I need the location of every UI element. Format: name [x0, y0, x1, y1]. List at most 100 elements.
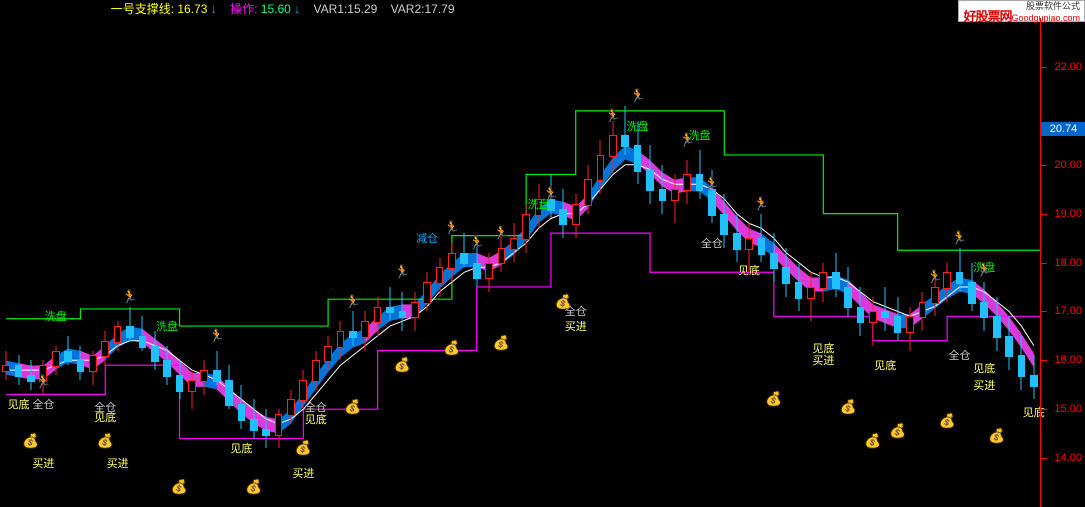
candle [770, 18, 778, 507]
candle [758, 18, 766, 507]
candle [312, 18, 320, 507]
candle [733, 18, 741, 507]
candle [720, 18, 728, 507]
candle [287, 18, 295, 507]
candle [1018, 18, 1026, 507]
candle [745, 18, 753, 507]
candle [77, 18, 85, 507]
candle [708, 18, 716, 507]
support-line-1: 一号支撑线: 16.73 ↓ [111, 0, 217, 18]
candle [522, 18, 530, 507]
candle [894, 18, 902, 507]
candle [597, 18, 605, 507]
candle [15, 18, 23, 507]
candle [2, 18, 10, 507]
ytick: 15.00 [1054, 403, 1082, 415]
candle [510, 18, 518, 507]
candle [324, 18, 332, 507]
candle [881, 18, 889, 507]
candle [399, 18, 407, 507]
candle [956, 18, 964, 507]
candle [584, 18, 592, 507]
candle [39, 18, 47, 507]
candle [114, 18, 122, 507]
candle [559, 18, 567, 507]
candle [646, 18, 654, 507]
candle [1005, 18, 1013, 507]
candle [299, 18, 307, 507]
candle [64, 18, 72, 507]
candle [919, 18, 927, 507]
candle [621, 18, 629, 507]
candle [931, 18, 939, 507]
candle [634, 18, 642, 507]
candle [225, 18, 233, 507]
indicator-name: 压力支撑决策(10) [4, 0, 97, 18]
candle [906, 18, 914, 507]
candle [807, 18, 815, 507]
ytick: 14.00 [1054, 452, 1082, 464]
price-axis: 14.00 15.00 16.00 17.00 18.00 19.00 20.00 22.00… [1040, 18, 1085, 507]
candle [361, 18, 369, 507]
candle [968, 18, 976, 507]
candle [943, 18, 951, 507]
candle [238, 18, 246, 507]
candle [411, 18, 419, 507]
candle [250, 18, 258, 507]
candle [683, 18, 691, 507]
var2: VAR2:17.79 [391, 0, 455, 18]
candle [448, 18, 456, 507]
candle [993, 18, 1001, 507]
candle [1030, 18, 1038, 507]
candle [27, 18, 35, 507]
candle [101, 18, 109, 507]
candle [151, 18, 159, 507]
candle [349, 18, 357, 507]
candle [337, 18, 345, 507]
candle [498, 18, 506, 507]
candle [547, 18, 555, 507]
var1: VAR1:15.29 [314, 0, 378, 18]
candle [609, 18, 617, 507]
candle [671, 18, 679, 507]
candle [89, 18, 97, 507]
candle [485, 18, 493, 507]
candle [126, 18, 134, 507]
ytick: 20.00 [1054, 159, 1082, 171]
candle [275, 18, 283, 507]
candle [659, 18, 667, 507]
candle [572, 18, 580, 507]
candle [869, 18, 877, 507]
candle [844, 18, 852, 507]
candle [423, 18, 431, 507]
ytick: 18.00 [1054, 257, 1082, 269]
candle [535, 18, 543, 507]
candle [436, 18, 444, 507]
ytick: 16.00 [1054, 354, 1082, 366]
candle [200, 18, 208, 507]
candle [386, 18, 394, 507]
candle [782, 18, 790, 507]
candle [819, 18, 827, 507]
current-price-badge: 20.74 [1041, 122, 1085, 136]
candle [473, 18, 481, 507]
candle [139, 18, 147, 507]
ops-value: 操作: 15.60 ↓ [230, 0, 300, 18]
candle [460, 18, 468, 507]
candle [857, 18, 865, 507]
candlestick-chart[interactable]: 洗盘见底全仓买进全仓见底买进洗盘见底全仓见底买进减仓洗盘全仓买进洗盘洗盘全仓见底… [0, 18, 1040, 507]
ytick: 22.00 [1054, 61, 1082, 73]
chart-header: 压力支撑决策(10) 一号支撑线: 16.73 ↓ 操作: 15.60 ↓ VA… [0, 0, 1085, 18]
candle [980, 18, 988, 507]
candle [832, 18, 840, 507]
candle [795, 18, 803, 507]
candle [163, 18, 171, 507]
candle [696, 18, 704, 507]
candle [188, 18, 196, 507]
candle [262, 18, 270, 507]
ytick: 17.00 [1054, 305, 1082, 317]
candle [176, 18, 184, 507]
candle [374, 18, 382, 507]
ytick: 19.00 [1054, 208, 1082, 220]
candle [52, 18, 60, 507]
